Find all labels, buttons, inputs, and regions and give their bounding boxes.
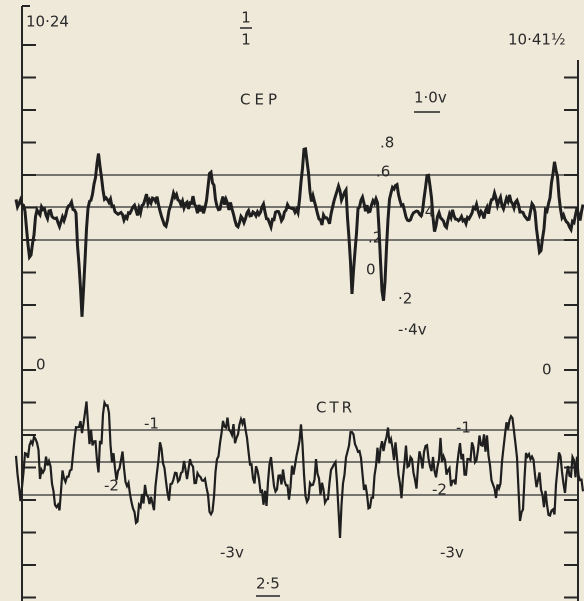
end-time: 10·41½ bbox=[508, 31, 565, 49]
level: .8 bbox=[380, 134, 394, 152]
lower-label: CTR bbox=[316, 399, 355, 417]
upper-scale: 1·0v bbox=[414, 89, 447, 107]
level: .6 bbox=[376, 163, 390, 181]
level: -3v bbox=[440, 544, 464, 562]
level: -·4v bbox=[398, 321, 427, 339]
zero-right: 0 bbox=[542, 361, 552, 379]
footer-speed: 2·5 bbox=[256, 575, 280, 593]
level: -1 bbox=[456, 419, 471, 437]
level: -2 bbox=[104, 477, 119, 495]
traces bbox=[14, 147, 584, 539]
level: ·2 bbox=[398, 290, 412, 308]
lower-trace bbox=[14, 399, 584, 539]
level: -2 bbox=[432, 481, 447, 499]
zero-left: 0 bbox=[36, 356, 46, 374]
level: -1 bbox=[144, 415, 159, 433]
upper-label: CEP bbox=[240, 91, 281, 109]
marker-bottom: 1 bbox=[241, 31, 251, 49]
marker-top: 1 bbox=[241, 9, 251, 27]
level: 0 bbox=[366, 261, 376, 279]
level: -3v bbox=[220, 544, 244, 562]
level: .2 bbox=[368, 229, 382, 247]
level: .4 bbox=[420, 203, 434, 221]
upper-trace bbox=[14, 147, 584, 317]
start-time: 10·24 bbox=[26, 13, 69, 31]
